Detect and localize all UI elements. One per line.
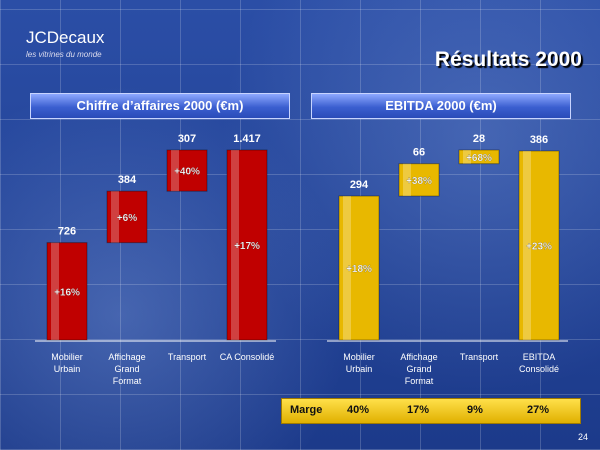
margin-value: 9% xyxy=(467,404,483,416)
value-label: 386 xyxy=(530,134,548,146)
growth-label: +6% xyxy=(117,213,137,224)
bar xyxy=(106,190,148,244)
category-label: Mobilier Urbain xyxy=(343,352,375,374)
bar-shine xyxy=(51,242,59,340)
category-label: Transport xyxy=(459,352,499,362)
bar-shine xyxy=(343,196,351,340)
bar xyxy=(518,150,560,341)
margin-value: 40% xyxy=(347,404,370,416)
bar-shine xyxy=(171,150,179,192)
value-label: 307 xyxy=(178,133,196,145)
bar xyxy=(398,163,440,197)
bar-shine xyxy=(231,150,239,340)
bar xyxy=(458,149,500,165)
category-label: EBITDA Consolidé xyxy=(518,352,560,374)
value-label: 294 xyxy=(350,179,369,191)
category-label: Affichage Grand Format xyxy=(400,352,438,386)
growth-label: +17% xyxy=(234,241,260,252)
logo: JCDecaux xyxy=(26,28,105,47)
growth-label: +16% xyxy=(54,287,80,298)
margin-value: 17% xyxy=(407,404,430,416)
chart-title: EBITDA 2000 (€m) xyxy=(311,93,571,119)
growth-label: +38% xyxy=(406,176,432,187)
bar xyxy=(166,149,208,192)
value-label: 384 xyxy=(118,174,137,186)
margin-label: Marge xyxy=(290,404,323,416)
category-label: Affichage Grand Format xyxy=(108,352,146,386)
category-label: Transport xyxy=(167,352,207,362)
category-label: Mobilier Urbain xyxy=(51,352,83,374)
bar xyxy=(46,242,88,341)
value-label: 28 xyxy=(473,133,485,145)
bar xyxy=(338,195,380,341)
category-label: CA Consolidé xyxy=(219,352,275,362)
slide-title: Résultats 2000 xyxy=(434,48,582,71)
growth-label: +40% xyxy=(174,167,200,178)
growth-label: +23% xyxy=(526,241,552,252)
growth-label: +68% xyxy=(466,153,492,164)
value-label: 726 xyxy=(58,226,76,238)
bar-shine xyxy=(463,150,471,164)
margin-value: 27% xyxy=(527,404,550,416)
margin-box xyxy=(281,398,581,424)
bar xyxy=(226,149,268,341)
tagline: les vitrines du monde xyxy=(26,50,102,59)
page-number: 24 xyxy=(577,432,588,442)
bar-shine xyxy=(523,150,531,340)
bar-shine xyxy=(111,191,119,243)
value-label: 66 xyxy=(413,147,425,159)
chart-title: Chiffre d’affaires 2000 (€m) xyxy=(30,93,290,119)
growth-label: +18% xyxy=(346,264,372,275)
value-label: 1.417 xyxy=(233,133,261,145)
bar-shine xyxy=(403,163,411,197)
